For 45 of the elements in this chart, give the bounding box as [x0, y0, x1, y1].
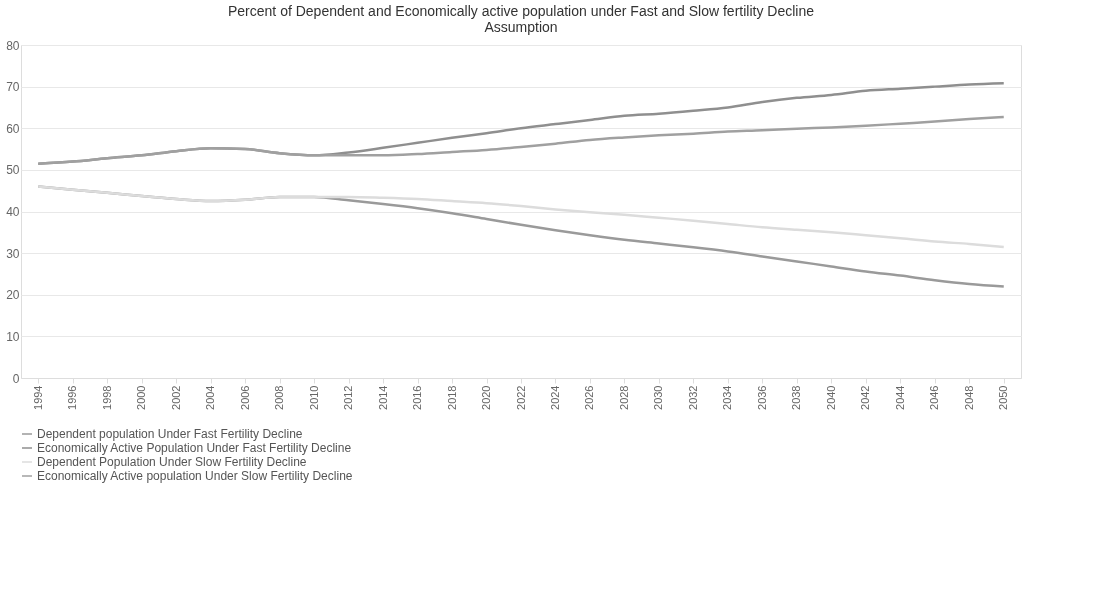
x-tick-label: 2008	[273, 385, 286, 410]
y-tick-label: 60	[6, 121, 20, 136]
x-tick-label: 2014	[376, 385, 389, 410]
legend-label: Economically Active Population Under Fast Fertility Decline	[37, 441, 352, 455]
x-tick-label: 2046	[928, 385, 941, 410]
legend-label: Dependent Population Under Slow Fertility Decline	[37, 455, 307, 469]
x-tick-label: 2018	[445, 385, 458, 410]
y-tick-label: 50	[6, 163, 20, 178]
line-series	[36, 115, 1006, 165]
x-tick-label: 2002	[169, 385, 182, 410]
x-tick-label: 2006	[238, 385, 251, 410]
x-tick-label: 2032	[686, 385, 699, 410]
x-tick-label: 2026	[583, 385, 596, 410]
x-tick-label: 2010	[307, 385, 320, 410]
x-tick-label: 1996	[66, 385, 79, 410]
x-tick-label: 2034	[721, 385, 734, 410]
x-tick-label: 2044	[893, 385, 906, 410]
x-tick-label: 2050	[997, 385, 1010, 410]
x-tick-label: 1994	[31, 385, 44, 410]
y-tick-label: 30	[6, 246, 20, 261]
y-tick-label: 80	[6, 38, 20, 53]
x-tick-label: 2038	[790, 385, 803, 410]
y-tick-label: 70	[6, 80, 20, 95]
y-tick-label: 0	[12, 371, 20, 386]
legend-label: Economically Active population Under Slow Fertility Decline	[37, 469, 353, 483]
x-tick-label: 2028	[617, 385, 630, 410]
y-tick-label: 20	[6, 288, 20, 303]
x-tick-label: 2022	[514, 385, 527, 410]
x-tick-label: 2048	[962, 385, 975, 410]
x-tick-label: 2004	[204, 385, 217, 410]
y-tick-label: 10	[6, 329, 20, 344]
x-tick-label: 2040	[824, 385, 837, 410]
x-tick-label: 2012	[342, 385, 355, 410]
x-tick-label: 2030	[652, 385, 665, 410]
text: Percent of Dependent and Economically active population under Fast and Slow fertility Decline	[228, 3, 814, 19]
legend-label: Dependent population Under Fast Fertility Decline	[37, 427, 303, 441]
x-tick-label: 1998	[100, 385, 113, 410]
y-tick-label: 40	[6, 205, 20, 219]
x-tick-label: 2016	[411, 385, 424, 410]
x-tick-label: 2042	[859, 385, 872, 410]
x-tick-label: 2024	[548, 385, 561, 410]
x-tick-label: 2000	[135, 385, 148, 410]
x-tick-label: 2020	[480, 385, 493, 410]
x-tick-label: 2036	[755, 385, 768, 410]
text: Assumption	[484, 19, 558, 35]
